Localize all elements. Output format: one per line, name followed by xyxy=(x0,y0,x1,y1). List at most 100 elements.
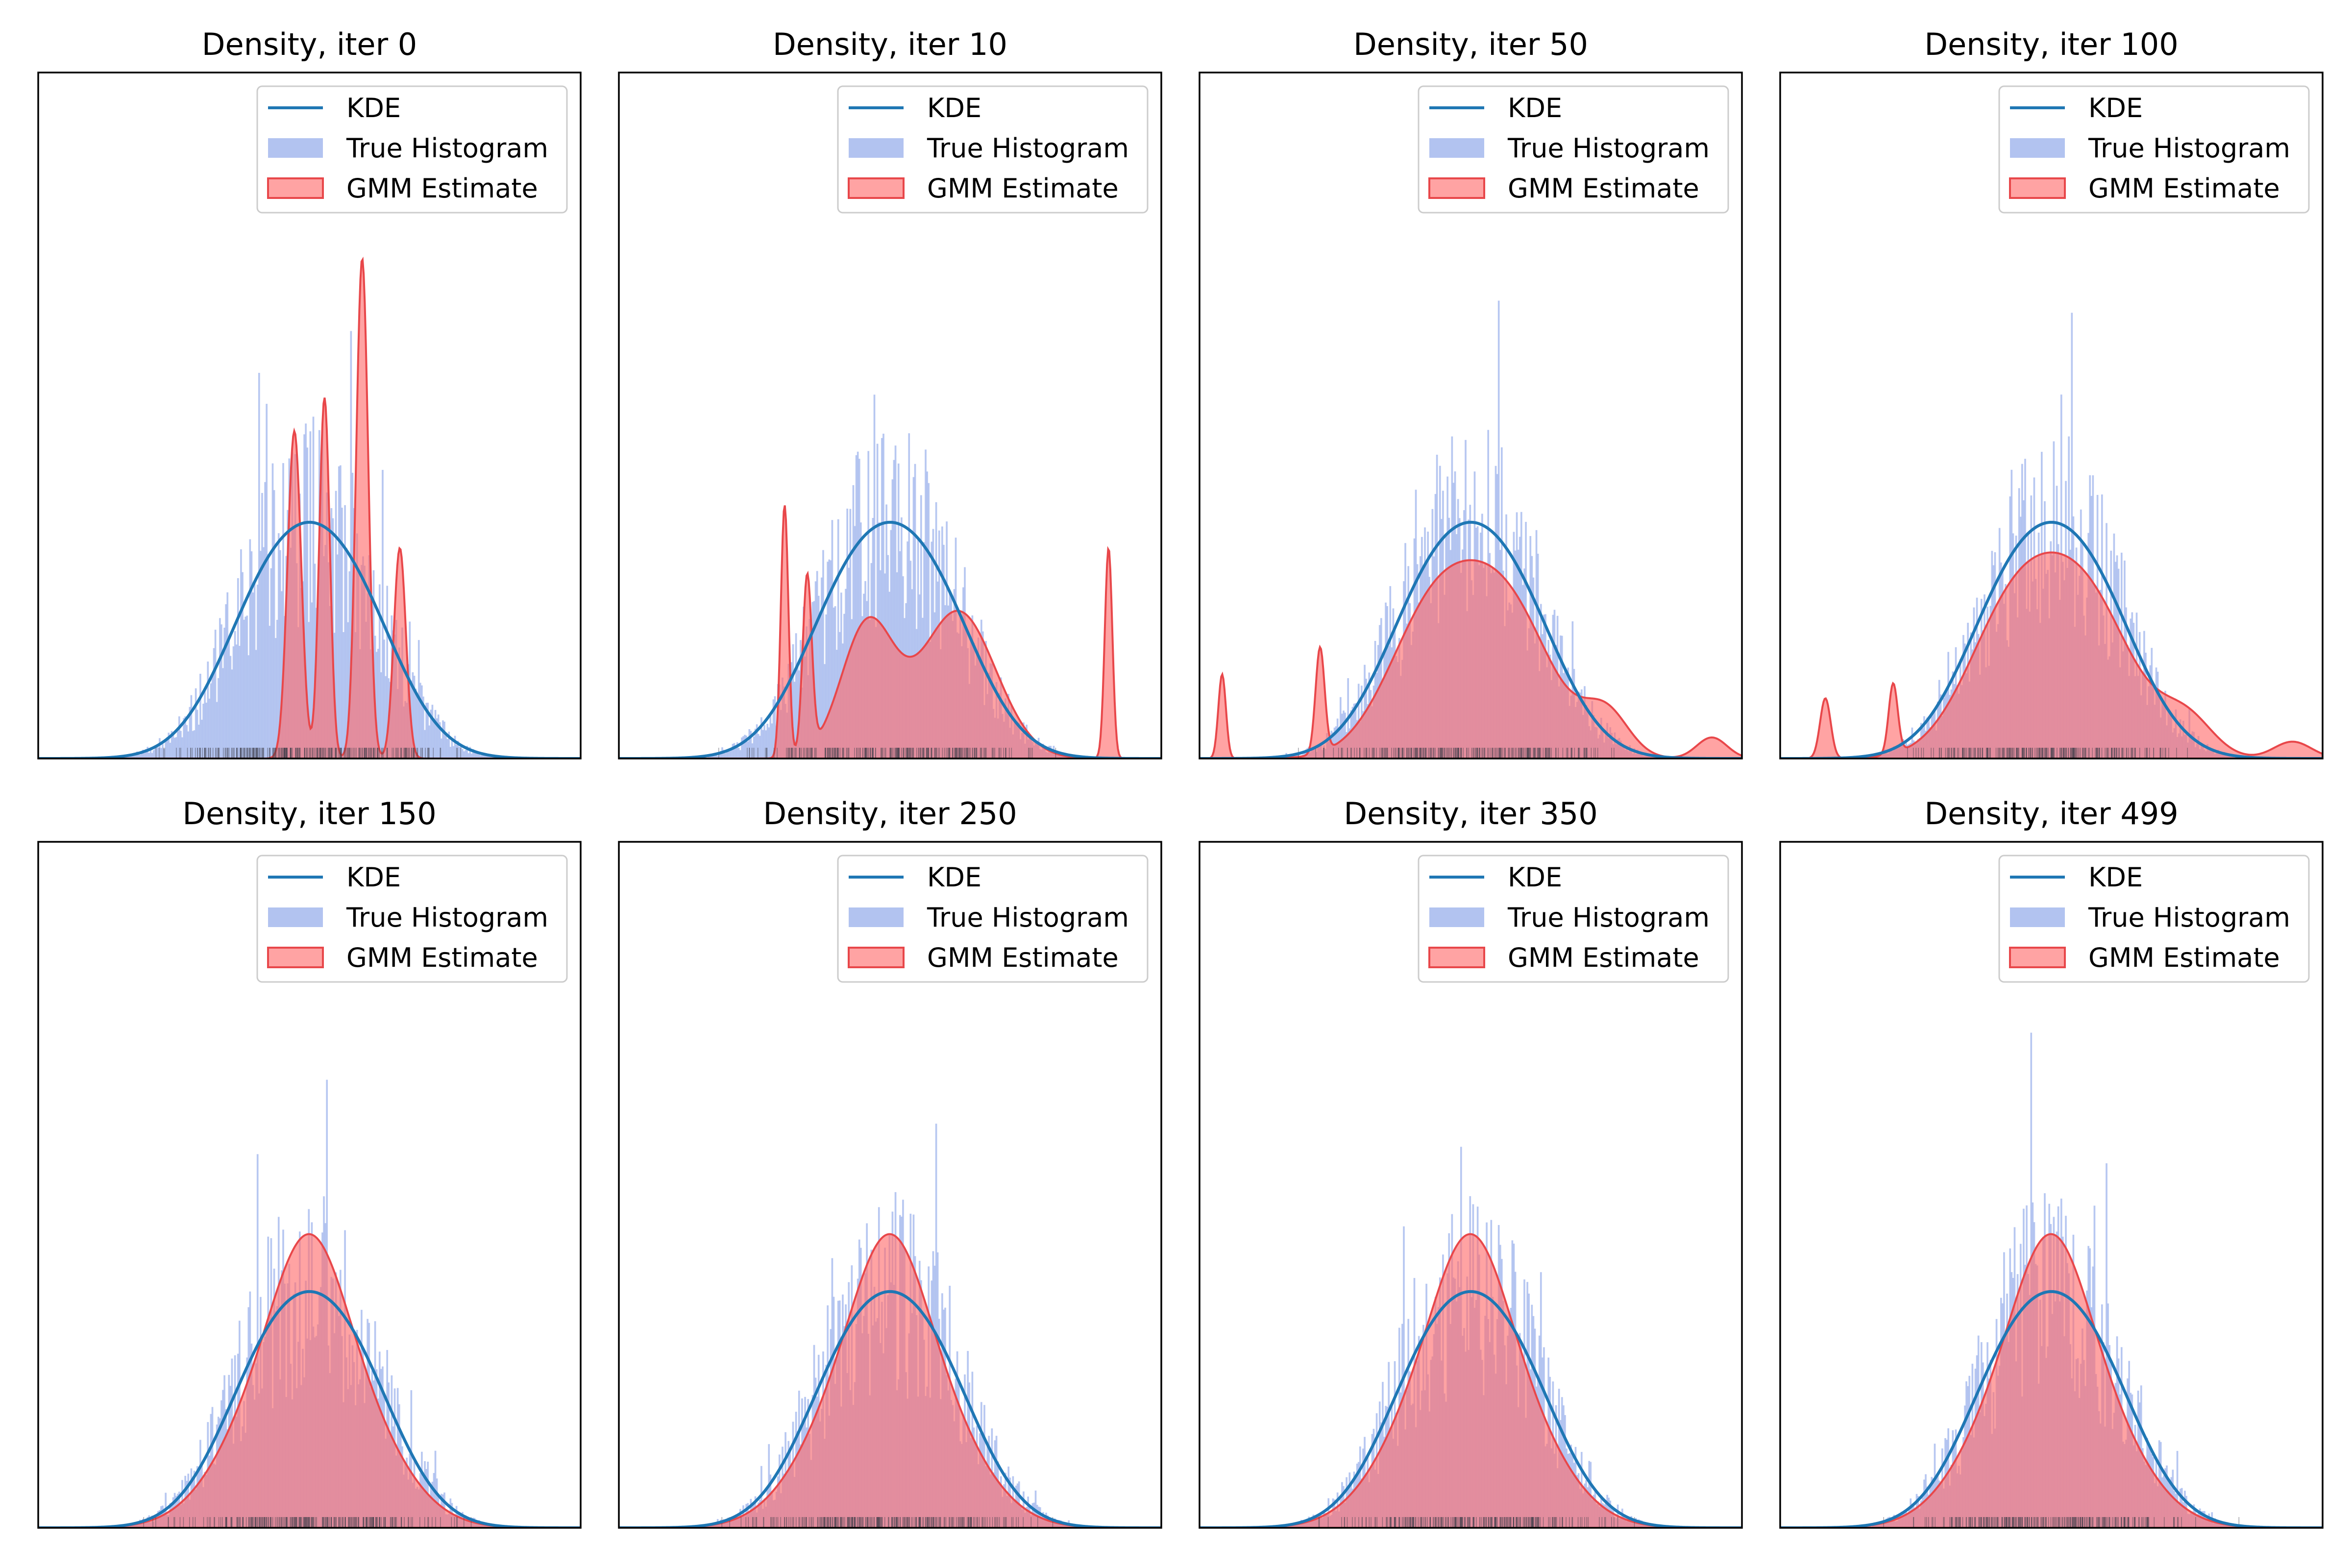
legend-gmm-handle xyxy=(2009,947,2066,968)
histogram-bar xyxy=(213,648,215,759)
histogram-bar xyxy=(457,740,459,759)
histogram-bar xyxy=(139,755,141,759)
histogram-bar xyxy=(858,459,860,759)
density-panel-0: Density, iter 0 KDE True Histogram GMM Esti… xyxy=(37,26,582,760)
histogram-bar xyxy=(264,482,266,759)
histogram-bar xyxy=(180,731,182,759)
histogram-bar xyxy=(914,464,916,759)
histogram-bar xyxy=(487,755,490,759)
histogram-bar xyxy=(729,751,731,759)
histogram-bar xyxy=(1294,753,1297,759)
histogram-bar xyxy=(235,644,238,759)
legend-box xyxy=(1998,855,2310,983)
histogram-bar xyxy=(263,547,265,759)
histogram-bar xyxy=(774,696,776,759)
histogram-bar xyxy=(894,445,897,759)
kde-line xyxy=(619,1290,1161,1528)
histogram-bar xyxy=(186,725,188,759)
histogram-bar xyxy=(386,586,389,759)
histogram-bar xyxy=(443,721,445,759)
panel-title: Density, iter 50 xyxy=(1353,26,1588,62)
histogram-bar xyxy=(479,755,482,759)
legend-kde-label: KDE xyxy=(1508,93,1562,123)
histogram-bar xyxy=(436,718,438,759)
legend-kde-label: KDE xyxy=(346,862,401,893)
histogram-bar xyxy=(920,495,922,759)
kde-line xyxy=(38,1290,581,1528)
histogram-bar xyxy=(261,492,263,759)
histogram-bar xyxy=(465,750,466,759)
histogram-bar xyxy=(475,751,477,759)
histogram-bar xyxy=(303,434,305,759)
histogram-bar xyxy=(428,725,431,759)
histogram-bar xyxy=(709,755,711,759)
histogram-bar xyxy=(739,750,741,759)
histogram-bar xyxy=(145,749,147,759)
histogram-bar xyxy=(449,747,452,759)
histogram-bar xyxy=(147,747,149,759)
rug-marks xyxy=(718,748,1056,759)
histogram-bar xyxy=(189,707,191,759)
axes-frame xyxy=(618,72,1162,760)
histogram-bar xyxy=(281,591,283,759)
axes-frame xyxy=(618,841,1162,1529)
histogram-bar xyxy=(857,451,859,759)
histogram-bar xyxy=(736,742,738,759)
histogram-bar xyxy=(308,622,310,759)
histogram-bar xyxy=(448,732,450,759)
histogram-bar xyxy=(246,615,248,759)
histogram-bar xyxy=(855,455,858,759)
histogram-bar xyxy=(837,519,839,759)
histogram-bar xyxy=(891,479,894,759)
legend-box xyxy=(1418,85,1729,214)
density-panel-6: Density, iter 350 KDE True Histogram GMM Es… xyxy=(1199,796,1743,1529)
histogram-bar xyxy=(935,1124,937,1528)
histogram-bar xyxy=(142,750,144,759)
histogram-bar xyxy=(424,730,426,759)
density-panel-5: Density, iter 250 KDE True Histogram GMM Es… xyxy=(618,796,1162,1529)
histogram-bar xyxy=(336,554,339,759)
histogram-bar xyxy=(730,748,733,759)
histogram-bar xyxy=(757,734,760,759)
histogram-bar xyxy=(305,423,307,759)
histogram-bar xyxy=(341,508,343,759)
histogram-bar xyxy=(266,404,268,759)
histogram-bar xyxy=(144,753,146,759)
histogram-bar xyxy=(467,753,470,759)
legend-histogram-label: True Histogram xyxy=(346,902,548,933)
histogram-bar xyxy=(419,683,421,759)
histogram-bar xyxy=(201,719,203,759)
histogram-bar xyxy=(413,676,416,759)
histogram-bar xyxy=(260,551,262,759)
density-panel-2: Density, iter 50 KDE True Histogram GMM Est… xyxy=(1199,26,1743,760)
histogram-bar xyxy=(431,705,434,759)
histogram-bar xyxy=(427,703,429,759)
histogram-bar xyxy=(720,751,722,759)
histogram-bar xyxy=(228,638,230,759)
histogram-bar xyxy=(131,754,134,759)
histogram-bar xyxy=(214,630,217,759)
histogram-bar xyxy=(478,754,480,759)
gmm-estimate-area xyxy=(38,256,581,759)
histogram-bar xyxy=(314,564,316,759)
legend-gmm-label: GMM Estimate xyxy=(346,173,538,204)
histogram-bar xyxy=(472,749,474,759)
histogram-bar xyxy=(712,755,714,759)
histogram-bar xyxy=(345,548,347,759)
histogram-bar xyxy=(882,434,884,759)
legend-gmm-handle xyxy=(267,947,324,968)
legend-box xyxy=(837,85,1149,214)
kde-line xyxy=(1200,520,1742,759)
histogram-bar xyxy=(306,447,309,759)
histogram-bar xyxy=(207,662,209,759)
histogram-bar xyxy=(190,695,193,759)
panel-title: Density, iter 350 xyxy=(1344,796,1597,832)
histogram-bar xyxy=(733,743,735,759)
histogram-bar xyxy=(792,644,794,759)
histogram-bar xyxy=(343,632,344,759)
legend-gmm-handle xyxy=(2009,177,2066,199)
histogram-bar xyxy=(452,746,455,759)
histogram-bar xyxy=(756,724,758,759)
histogram-bar xyxy=(184,716,186,759)
panel-title: Density, iter 499 xyxy=(1924,796,2178,832)
